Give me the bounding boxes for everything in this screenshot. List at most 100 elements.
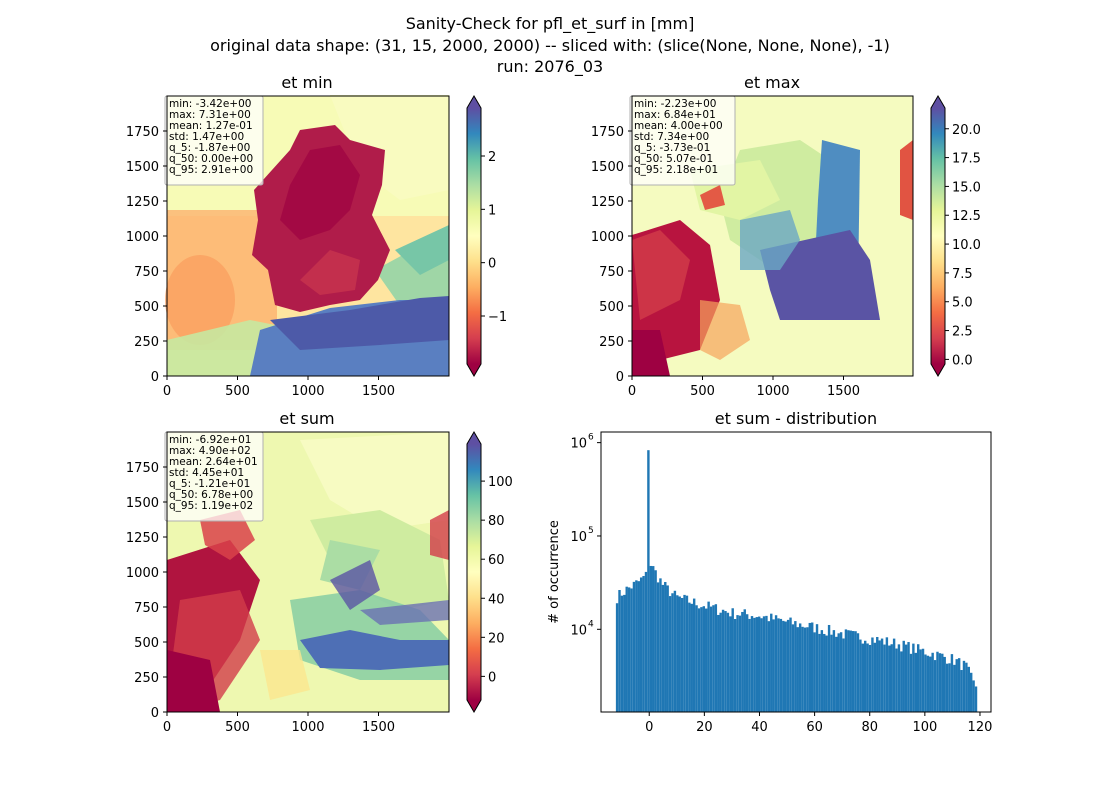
stat-std: std: 4.45e+01 — [169, 467, 244, 479]
histogram-bar — [671, 593, 674, 712]
histogram-bar — [921, 648, 925, 712]
colorbar: 0.0 2.5 5.0 7.5 10.0 12.5 15.0 17.5 20.0 — [930, 95, 981, 377]
colorbar-tick-label: 12.5 — [952, 209, 981, 224]
y-tick-label: 10 — [570, 623, 587, 638]
histogram-bar — [661, 584, 665, 712]
x-tick-label: 1500 — [362, 720, 395, 735]
histogram-bar — [637, 581, 640, 712]
histogram-bar — [649, 565, 653, 712]
histogram-bar — [811, 622, 814, 712]
histogram-bar — [676, 595, 679, 712]
histogram-bar — [916, 644, 920, 712]
histogram-bar — [876, 636, 879, 712]
y-tick-label: 1250 — [126, 531, 159, 546]
y-tick-label: 1750 — [126, 125, 159, 140]
histogram-bar — [745, 614, 749, 712]
histogram-bar — [755, 617, 759, 712]
colorbar-tick-label: 80 — [488, 514, 505, 529]
histogram-bar — [685, 595, 689, 712]
histogram-bar — [835, 636, 838, 712]
histogram-bar — [926, 655, 930, 712]
histogram-bar — [659, 578, 662, 712]
panel-et-max: et max min: -2.23e+00 max: 6.84e+01 me — [591, 73, 981, 399]
histogram-bar — [709, 606, 713, 712]
y-tick-label: 0 — [616, 370, 624, 385]
histogram-bar — [666, 585, 669, 712]
histogram-bar — [789, 617, 792, 712]
histogram-bar — [779, 618, 783, 712]
histogram-bar — [770, 613, 773, 712]
y-tick-label: 10 — [570, 530, 587, 545]
x-tick-label: 60 — [806, 720, 823, 735]
panel-title: et sum - distribution — [715, 409, 877, 428]
stat-mean: mean: 1.27e-01 — [169, 120, 253, 132]
histogram-bar — [683, 594, 686, 712]
histogram-bar — [957, 658, 961, 712]
stat-max: max: 7.31e+00 — [169, 109, 251, 121]
histogram-bar — [844, 629, 848, 712]
histogram-bar — [965, 662, 968, 712]
colorbar-tick-label: −1 — [488, 310, 507, 325]
y-tick-label: 750 — [134, 265, 159, 280]
histogram-bar — [623, 594, 626, 712]
histogram-bar — [733, 619, 737, 712]
y-tick-label: 750 — [599, 265, 624, 280]
histogram-bar — [750, 616, 754, 712]
histogram-bar — [738, 615, 742, 712]
histogram-bar — [936, 651, 939, 712]
histogram-bar — [753, 617, 756, 712]
panel-title: et sum — [279, 409, 334, 428]
histogram-bar — [948, 663, 951, 712]
histogram-bar — [815, 624, 819, 712]
histogram-bar — [642, 576, 645, 712]
x-tick-label: 120 — [968, 720, 993, 735]
histogram-bar — [774, 615, 778, 712]
colorbar-tick-label: 0.0 — [952, 353, 973, 368]
histogram-bar — [632, 581, 636, 712]
y-tick-label: 0 — [151, 370, 159, 385]
histogram-bar — [962, 660, 966, 712]
y-tick-exponent: 4 — [588, 619, 594, 629]
histogram-bar — [615, 603, 619, 712]
y-tick-label: 250 — [134, 335, 159, 350]
stat-q95: q_95: 2.91e+00 — [169, 164, 253, 176]
histogram-bar — [900, 651, 903, 712]
stats-box: min: -2.23e+00 max: 6.84e+01 mean: 4.00e… — [629, 95, 736, 186]
histogram-bar — [803, 627, 807, 712]
histogram-bar — [808, 622, 812, 712]
histogram-bar — [919, 649, 922, 712]
y-tick-label: 250 — [134, 671, 159, 686]
colorbar: −1 0 1 2 — [466, 95, 507, 377]
y-tick-label: 500 — [134, 300, 159, 315]
histogram-bar — [695, 605, 698, 712]
histogram-bar — [967, 666, 970, 712]
histogram-bar — [729, 616, 732, 712]
histogram-bar — [777, 618, 780, 712]
histogram-bar — [620, 595, 624, 712]
x-tick-label: 1000 — [291, 384, 324, 399]
histogram-bar — [868, 644, 872, 712]
histogram-bar — [806, 627, 809, 712]
histogram-bar — [656, 582, 660, 712]
histogram-bar — [960, 670, 963, 712]
x-tick-label: 40 — [751, 720, 768, 735]
histogram-bar — [668, 596, 672, 712]
histogram-bar — [794, 621, 797, 712]
histogram-bar — [895, 648, 898, 712]
panel-title: et min — [281, 73, 332, 92]
histogram-bar — [678, 596, 681, 712]
colorbar-tick-label: 17.5 — [952, 152, 981, 167]
histogram-bar — [955, 659, 958, 712]
stat-mean: mean: 2.64e+01 — [169, 456, 258, 468]
histogram-bar — [856, 633, 860, 712]
histogram-bar — [842, 638, 845, 712]
y-tick-label: 1250 — [126, 195, 159, 210]
histogram-bar — [796, 627, 799, 712]
x-tick-label: 500 — [225, 720, 250, 735]
stat-q50: q_50: 5.07e-01 — [634, 153, 713, 165]
histogram-bar — [791, 624, 795, 712]
histogram-bar — [914, 652, 917, 712]
histogram-bar — [736, 615, 739, 712]
histogram-bar — [941, 653, 944, 712]
